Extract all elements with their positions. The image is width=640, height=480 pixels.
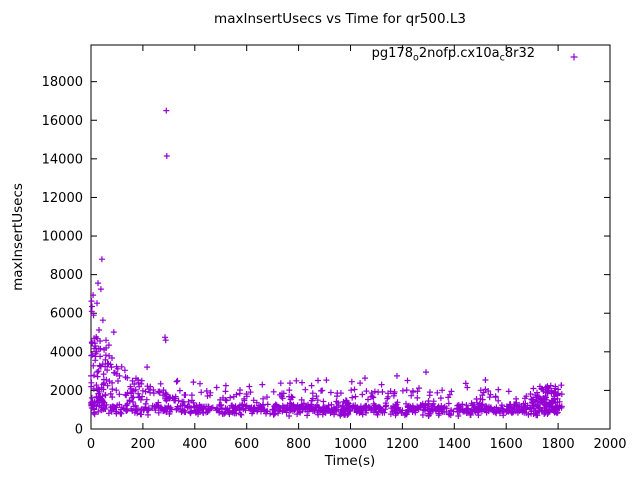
scatter-points [88,107,565,419]
chart-title: maxInsertUsecs vs Time for qr500.L3 [214,11,466,27]
y-tick-label: 18000 [42,75,83,90]
y-tick-label: 6000 [50,307,83,322]
legend-marker-icon [570,53,578,61]
y-tick-label: 16000 [42,114,83,129]
y-tick-label: 12000 [42,191,83,206]
y-tick-label: 8000 [50,268,83,283]
legend-label-subscript: o [413,52,419,64]
x-tick-label: 1800 [542,437,575,452]
y-tick-label: 14000 [42,152,83,167]
x-tick-label: 400 [182,437,207,452]
x-tick-label: 1200 [386,437,419,452]
y-tick-label: 4000 [50,345,83,360]
x-tick-label: 1600 [490,437,523,452]
legend-label-part: pg178 [371,46,413,61]
legend-series-label: pg178o2nofp.cx10ac8r32 [372,46,535,64]
x-tick-label: 1400 [438,437,471,452]
y-tick-label: 2000 [50,384,83,399]
x-tick-label: 2000 [593,437,626,452]
x-tick-label: 1000 [334,437,367,452]
x-tick-label: 0 [87,437,95,452]
legend-label-subscript: c [499,52,505,64]
x-tick-label: 600 [234,437,259,452]
y-tick-label: 0 [75,423,83,438]
x-tick-label: 800 [286,437,311,452]
legend-label-part: 2nofp.cx10a [418,46,500,61]
x-tick-label: 200 [130,437,155,452]
y-tick-label: 10000 [42,230,83,245]
y-axis-label: maxInsertUsecs [10,183,26,291]
x-axis-label: Time(s) [324,453,376,469]
plot-border [90,44,611,430]
legend-label-part: 8r32 [504,46,535,61]
